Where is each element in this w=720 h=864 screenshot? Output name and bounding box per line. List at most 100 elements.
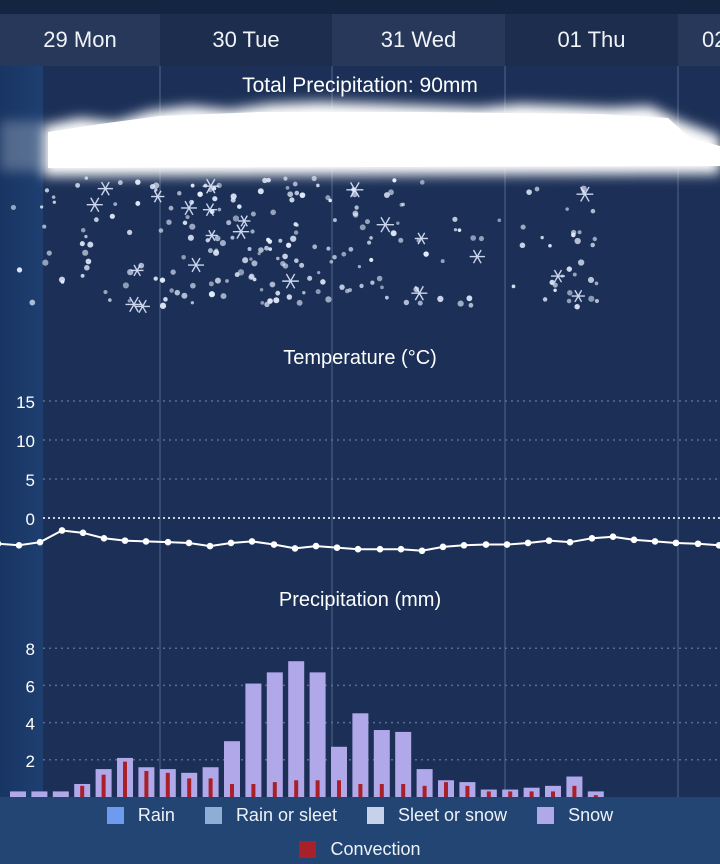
legend-rain-label: Rain [137,805,175,825]
temp-point [524,539,532,547]
snowflake-dot [181,292,188,299]
snowflake-dot [126,229,133,236]
snowflake-dot [565,207,569,211]
temp-tick-label: 0 [26,510,35,529]
temp-point [100,534,108,542]
convection-bar [208,778,213,797]
snowflake-dot [10,204,17,211]
snowflake-icon [97,181,113,196]
convection-bar [230,783,234,797]
temp-point [0,541,2,547]
snowflake-dot [214,248,219,253]
legend-rain-swatch [106,807,124,824]
convection-bar [315,780,320,797]
snowflake-dot [417,300,423,306]
snowflake-icon [181,200,197,216]
snow-bar [587,791,604,797]
snowflake-dot [307,275,313,281]
convection-bar [165,772,170,797]
snowflake-dot [419,180,425,185]
snowflake-dot [87,241,94,248]
snowflake-dot [220,293,227,300]
snowflake-dot [290,235,297,242]
snowflake-dot [339,284,345,290]
snowflake-dot [548,244,552,248]
snowflake-dot [470,235,477,241]
snowflake-dot [283,176,288,181]
snowflake-dot [214,235,221,242]
snowflake-dot [260,301,265,305]
total-precipitation: Total Precipitation: 90mm [242,74,478,97]
snowflake-dot [187,234,194,241]
temp-point [694,540,702,548]
snowflake-dot [299,262,305,268]
snowflake-dot [380,285,384,290]
snowflake-dot [302,291,306,295]
convection-bar [101,774,106,797]
snowflake-dot [252,277,257,282]
snowflake-dot [135,201,141,206]
snowflake-dot [466,295,473,302]
snowflake-dot [168,205,174,211]
temp-point [185,539,193,547]
snowflake-icon [238,215,251,227]
snowflake-dot [247,246,252,251]
snow-bar [373,730,390,797]
day-tab-thu[interactable]: 01 Thu [505,14,678,66]
snowflake-dot [370,280,375,285]
legend-rain: Rain [106,805,175,826]
snowflake-dot [197,191,203,197]
snowflake-dot [376,275,383,282]
snowflake-dot [181,255,186,260]
snowflake-dot [312,244,318,250]
snow-bar [10,791,26,797]
snowflake-dot [159,302,167,309]
temp-point [164,538,172,546]
snow-bar [309,672,326,797]
temp-point [482,541,490,548]
day-tabs: 29 Mon 30 Tue 31 Wed 01 Thu 02 [0,14,720,66]
precip-tick-label: 6 [26,677,35,696]
convection-bar [422,785,427,797]
snowflake-dot [587,276,595,284]
snowflake-dot [398,237,404,243]
legend-snow: Snow [537,805,613,826]
snowflake-dot [203,183,208,188]
snowflake-dot [549,279,555,286]
snowflake-dot [560,274,564,278]
snowflake-dot [344,288,350,294]
past-shade [0,66,43,797]
snowflake-dot [84,176,89,180]
snowflake-dot [258,247,264,253]
snowflake-dot [42,259,49,266]
snowflake-dot [457,228,462,232]
convection-bar [572,785,577,797]
snowflake-dot [163,297,168,302]
snowflake-dot [293,230,299,235]
temp-tick-label: 10 [16,432,35,451]
snowflake-dot [117,180,123,186]
day-tab-fri[interactable]: 02 [678,14,720,66]
snowflake-dot [264,245,269,251]
snowflake-dot [282,263,289,269]
snowflake-dot [16,267,23,273]
snowflake-dot [266,177,271,183]
snowflake-dot [207,248,213,254]
snowflake-dot [230,197,236,203]
snowflake-dot [452,216,458,222]
day-tab-mon[interactable]: 29 Mon [0,14,160,66]
snowflake-dot [266,237,271,242]
convection-bar [529,791,534,797]
snowflake-dot [250,229,255,234]
snowflake-dot [468,302,474,308]
snowflake-dot [325,296,332,303]
snowflake-icon [205,229,218,242]
convection-bar [508,791,513,797]
snowflake-dot [262,177,268,184]
temp-point [291,545,299,552]
snowflake-dot [292,181,298,187]
day-tab-tue[interactable]: 30 Tue [160,14,332,66]
snowflake-dot [217,207,222,212]
snowflake-dot [497,218,502,223]
day-tab-wed[interactable]: 31 Wed [332,14,505,66]
